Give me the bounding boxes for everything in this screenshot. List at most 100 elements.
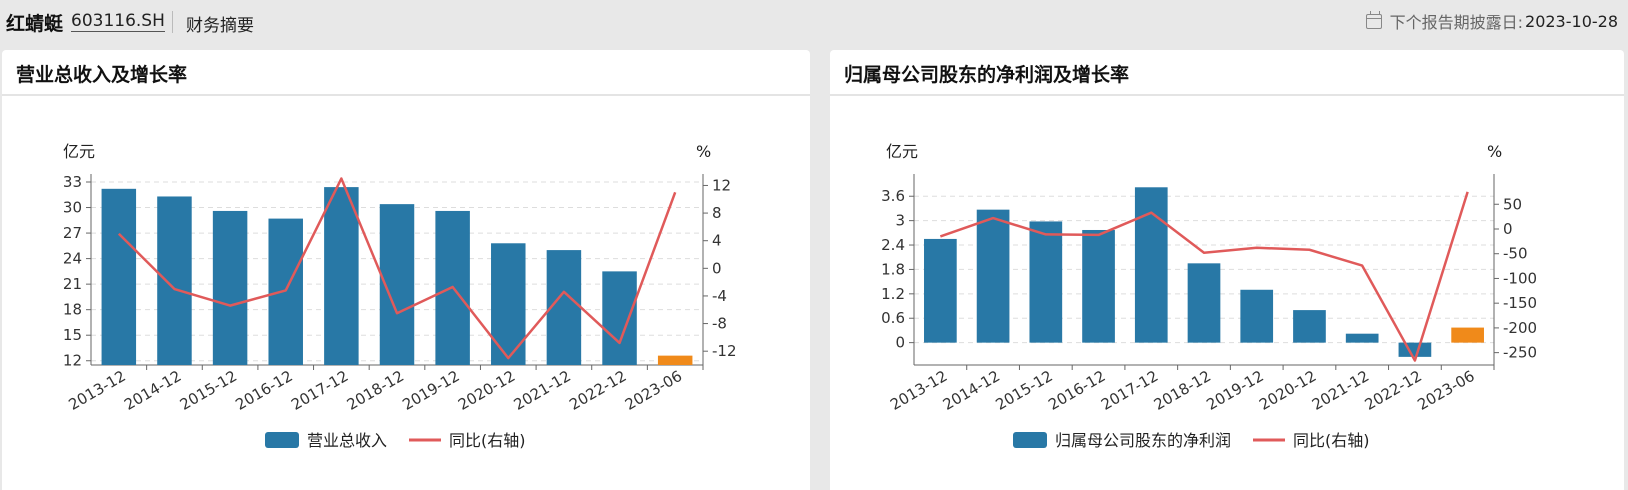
bar	[157, 196, 192, 365]
y-right-tick-label: -250	[1503, 344, 1537, 362]
x-tick-label: 2023-06	[622, 367, 685, 414]
net-profit-panel-title: 归属母公司股东的净利润及增长率	[844, 64, 1130, 86]
growth-line	[117, 177, 677, 360]
y-right-tick-label: 0	[712, 259, 722, 277]
y-right-tick-label: 12	[712, 176, 731, 194]
stock-code-link[interactable]: 603116.SH	[71, 11, 165, 32]
x-tick-label: 2016-12	[1045, 367, 1108, 414]
x-tick-label: 2018-12	[1151, 367, 1214, 414]
x-tick-label: 2019-12	[399, 367, 462, 414]
next-disclosure: 下个报告期披露日: 2023-10-28	[1365, 9, 1618, 33]
company-name: 红蜻蜓	[6, 13, 64, 35]
y-left-tick-label: 30	[63, 199, 82, 217]
y-left-tick-label: 27	[63, 224, 82, 242]
y-left-tick-label: 3	[895, 212, 905, 230]
y-right-tick-label: 4	[712, 232, 722, 250]
legend-line-label: 同比(右轴)	[1293, 431, 1370, 450]
net-profit-chart: 亿元 % 3.6 3 2.4 1.8 1.2 0.6 0 50 0 -50 -100 -150 -200 -2…	[881, 142, 1537, 450]
y-right-tick-label: -50	[1503, 245, 1528, 263]
x-tick-label: 2014-12	[940, 367, 1003, 414]
y-left-tick-label: 24	[63, 250, 82, 268]
y-right-tick-label: -100	[1503, 269, 1537, 287]
x-tick-label: 2013-12	[887, 367, 950, 414]
y-left-tick-label: 1.8	[881, 260, 905, 278]
top-bar: 红蜻蜓 603116.SH 财务摘要 下个报告期披露日: 2023-10-28	[0, 0, 1628, 44]
revenue-panel-title: 营业总收入及增长率	[16, 64, 188, 86]
bar	[1345, 333, 1379, 343]
y-right-tick-label: 0	[1503, 220, 1513, 238]
bar	[1398, 342, 1432, 357]
bar	[212, 210, 248, 365]
bar	[1240, 289, 1274, 343]
bar	[1029, 221, 1063, 343]
x-tick-label: 2018-12	[344, 367, 407, 414]
x-tick-label: 2021-12	[1309, 367, 1372, 414]
legend-line-label: 同比(右轴)	[449, 431, 526, 450]
legend-bar-swatch	[265, 432, 299, 448]
x-tick-label: 2023-06	[1414, 367, 1477, 414]
bar	[657, 355, 693, 365]
y-right-tick-label: 8	[712, 204, 722, 222]
net-profit-panel: 归属母公司股东的净利润及增长率 亿元% 3.6 3 2.4 1.8 1.2 0.6 0 50 0 -…	[830, 50, 1624, 490]
y-right-tick-label: 50	[1503, 195, 1522, 213]
disclosure-label: 下个报告期披露日:	[1389, 13, 1524, 32]
y-left-tick-label: 33	[63, 173, 82, 191]
x-tick-label: 2014-12	[121, 367, 184, 414]
bar	[1293, 310, 1326, 343]
x-tick-label: 2016-12	[232, 367, 295, 414]
bar	[976, 209, 1010, 343]
x-tick-label: 2017-12	[288, 367, 351, 414]
panel-divider	[830, 94, 1624, 96]
section-title: 财务摘要	[186, 16, 254, 36]
bar	[924, 238, 957, 343]
x-tick-label: 2017-12	[1098, 367, 1161, 414]
y-left-tick-label: 18	[63, 301, 82, 319]
y-right-tick-label: -4	[712, 287, 727, 305]
x-tick-label: 2013-12	[66, 367, 129, 414]
header-divider	[172, 11, 173, 33]
y-right-tick-label: -200	[1503, 319, 1537, 337]
bar	[1134, 187, 1168, 343]
bar	[268, 218, 303, 365]
right-axis-unit: %	[696, 142, 711, 161]
right-axis-unit: %	[1487, 142, 1502, 161]
calendar-icon	[1365, 10, 1382, 29]
revenue-panel: 营业总收入及增长率 亿元% 33 30 27 24 21 18 15 12 12 8 4 0 -4 -8 -1…	[2, 50, 810, 490]
x-tick-label: 2019-12	[1203, 367, 1266, 414]
revenue-chart: 亿元 %333027242118151212840-4-8-122013-1220…	[63, 142, 737, 450]
y-left-tick-label: 21	[63, 275, 82, 293]
x-tick-label: 2020-12	[455, 367, 518, 414]
growth-line	[939, 191, 1469, 362]
legend-bar-label: 归属母公司股东的净利润	[1055, 431, 1231, 450]
bar	[1451, 327, 1484, 343]
y-right-tick-label: -12	[712, 342, 737, 360]
y-left-tick-label: 12	[63, 352, 82, 370]
y-left-tick-label: 3.6	[881, 187, 905, 205]
y-left-tick-label: 2.4	[881, 236, 905, 254]
bar	[324, 187, 359, 365]
bar	[546, 250, 582, 365]
legend-bar-label: 营业总收入	[307, 431, 387, 450]
legend-bar-swatch	[1013, 432, 1047, 448]
y-right-tick-label: -150	[1503, 294, 1537, 312]
disclosure-date: 2023-10-28	[1525, 11, 1618, 31]
x-tick-label: 2021-12	[511, 367, 574, 414]
y-left-tick-label: 0	[895, 334, 905, 352]
x-tick-label: 2015-12	[177, 367, 240, 414]
x-tick-label: 2015-12	[993, 367, 1056, 414]
x-tick-label: 2022-12	[566, 367, 629, 414]
left-axis-unit: 亿元	[63, 142, 95, 161]
x-tick-label: 2020-12	[1256, 367, 1319, 414]
panel-divider	[2, 94, 810, 96]
y-left-tick-label: 15	[63, 326, 82, 344]
y-left-tick-label: 1.2	[881, 285, 905, 303]
bar	[1082, 229, 1115, 343]
y-right-tick-label: -8	[712, 315, 727, 333]
x-tick-label: 2022-12	[1362, 367, 1425, 414]
bar	[1187, 263, 1221, 343]
y-left-tick-label: 0.6	[881, 309, 905, 327]
bar	[602, 271, 637, 365]
bar	[491, 243, 526, 365]
bar	[101, 188, 137, 365]
left-axis-unit: 亿元	[886, 142, 918, 161]
